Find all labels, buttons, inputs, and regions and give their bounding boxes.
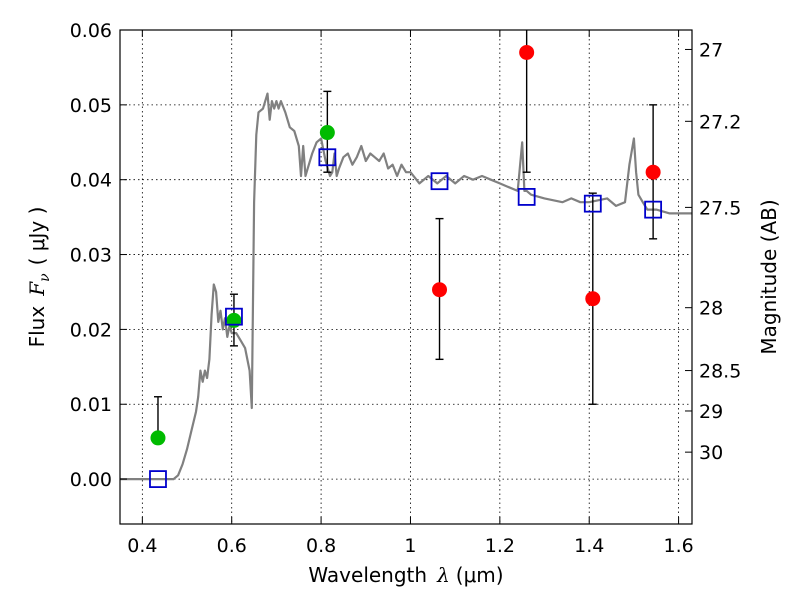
x-tick-label: 1 [404,535,416,557]
right-tick-label: 27.5 [699,197,741,219]
errorbar-layer [153,30,658,439]
y-tick-label: 0.01 [70,394,112,416]
observed-point-red [519,44,535,60]
model-photometry-square [318,148,337,167]
observed-point-green [319,125,335,141]
right-tick-label: 30 [699,442,723,464]
y-tick-label: 0.05 [70,95,112,117]
right-axis-label: Magnitude (AB) [757,199,781,354]
right-tick-label: 28 [699,298,723,320]
y-tick-label: 0.03 [70,245,112,267]
y-tick-label: 0.06 [70,20,112,42]
right-tick-label: 29 [699,401,723,423]
model-photometry-square [225,307,243,326]
y-tick-label: 0.00 [70,469,112,491]
x-tick-label: 0.8 [306,535,336,557]
right-tick-label: 27 [699,39,723,61]
x-tick-label: 1.2 [485,535,515,557]
x-tick-label: 0.6 [217,535,247,557]
observed-point-green [150,430,166,446]
y-tick-label: 0.02 [70,319,112,341]
model-spectrum-line [120,92,692,481]
right-tick-label: 27.2 [699,111,741,133]
observed-point-red [645,164,661,180]
model-spectrum-layer [120,92,692,481]
observed-point-red [432,282,448,298]
grid [120,29,692,524]
model-photometry-square [430,172,449,191]
x-tick-label: 0.4 [127,535,157,557]
x-axis-label: Wavelength λ (μm) [308,563,503,587]
y-axis-label: FluxFν( μJy ) [25,207,53,348]
model-photometry-square [517,188,536,206]
marker-layer [149,44,663,488]
observed-point-red [585,291,601,307]
axis-ticks: 0.4 0.6 0.8 1 1.2 1.4 1.6 0.00 0.01 0.02 0.03 0.04 0… [70,20,742,557]
observed-point-green [226,312,242,328]
y-tick-label: 0.04 [70,170,112,192]
right-tick-label: 28.5 [699,361,741,383]
x-tick-label: 1.4 [574,535,604,557]
model-photometry-square [583,194,602,213]
x-tick-label: 1.6 [663,535,693,557]
model-photometry-square [644,200,663,219]
plot-frame [119,29,693,525]
model-photometry-square [149,470,167,488]
